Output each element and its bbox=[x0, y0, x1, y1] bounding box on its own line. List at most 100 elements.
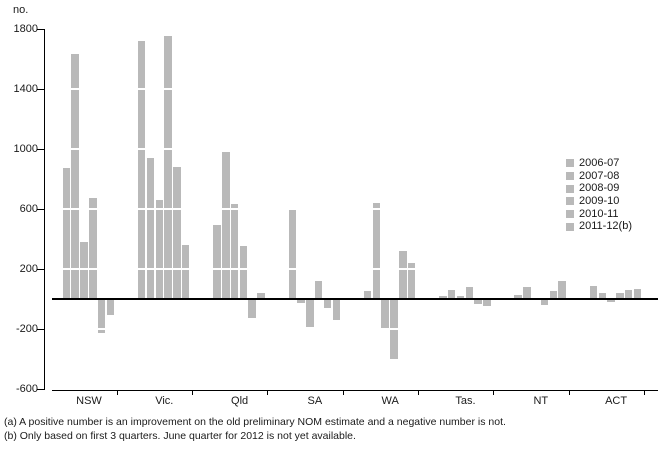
y-axis-tick-label: 1000 bbox=[13, 142, 38, 155]
legend-item: 2009-10 bbox=[566, 195, 632, 208]
bar-Tas-200910 bbox=[465, 286, 474, 299]
footnote-b: (b) Only based on first 3 quarters. June… bbox=[4, 430, 356, 442]
x-axis-line bbox=[52, 390, 658, 391]
x-axis-tick bbox=[417, 391, 419, 395]
x-axis-tick bbox=[568, 391, 570, 395]
bar-ACT-200607 bbox=[589, 285, 598, 299]
bar-SA-200708 bbox=[297, 298, 305, 303]
legend-item: 2011-12(b) bbox=[566, 220, 632, 233]
y-axis-tick-label: 600 bbox=[19, 202, 38, 215]
x-axis-category-label: SA bbox=[307, 395, 323, 407]
bar-NT-200910 bbox=[540, 298, 549, 305]
x-axis-tick bbox=[643, 391, 645, 395]
bar-Tas-200708 bbox=[447, 290, 456, 299]
bar-WA-201112b bbox=[407, 262, 416, 299]
bar-ACT-201011 bbox=[624, 290, 633, 299]
bar-NSW-200910 bbox=[89, 198, 97, 299]
bar-Qld-200809 bbox=[230, 204, 239, 299]
x-axis-category-label: WA bbox=[381, 395, 399, 407]
y-axis-line bbox=[44, 28, 45, 390]
legend-item: 2008-09 bbox=[566, 182, 632, 195]
bar-WA-200708 bbox=[372, 202, 381, 299]
x-axis-tick bbox=[342, 391, 344, 395]
gridline bbox=[52, 207, 658, 210]
legend-item: 2007-08 bbox=[566, 170, 632, 183]
legend-swatch-icon bbox=[566, 197, 574, 206]
bar-Qld-201011 bbox=[248, 298, 256, 318]
bar-WA-200809 bbox=[381, 298, 389, 330]
bar-NSW-200809 bbox=[80, 241, 88, 299]
bar-NT-201011 bbox=[549, 291, 558, 299]
y-axis-tick bbox=[37, 29, 44, 30]
legend-item: 2010-11 bbox=[566, 208, 632, 221]
y-axis-tick bbox=[37, 209, 44, 210]
x-axis-category-label: Qld bbox=[231, 395, 249, 407]
x-axis-tick bbox=[493, 391, 495, 395]
bar-Tas-200809 bbox=[456, 296, 465, 299]
x-axis-category-label: NT bbox=[533, 395, 549, 407]
legend: 2006-07 2007-08 2008-09 2009-10 2010-11 2011-… bbox=[566, 157, 632, 233]
x-axis-tick bbox=[116, 391, 118, 395]
bar-Qld-200910 bbox=[239, 246, 248, 299]
y-axis-tick-label: -200 bbox=[15, 322, 38, 335]
gridline bbox=[52, 87, 658, 90]
y-axis-tick bbox=[37, 269, 44, 270]
legend-swatch-icon bbox=[566, 159, 574, 168]
bar-SA-200607 bbox=[288, 210, 297, 299]
bar-ACT-200910 bbox=[616, 292, 624, 299]
legend-label: 2011-12(b) bbox=[579, 220, 632, 233]
bar-ACT-201112b bbox=[633, 288, 642, 299]
x-axis-category-label: Vic. bbox=[155, 395, 174, 407]
bar-NT-200607 bbox=[514, 294, 522, 299]
bar-NSW-200708 bbox=[71, 54, 79, 299]
gridline bbox=[52, 267, 658, 270]
legend-label: 2009-10 bbox=[579, 194, 620, 207]
bar-SA-200910 bbox=[314, 280, 323, 299]
legend-label: 2008-09 bbox=[579, 182, 620, 195]
gridline bbox=[52, 327, 658, 330]
x-axis-category-label: ACT bbox=[605, 395, 628, 407]
y-axis-tick-label: -600 bbox=[15, 382, 38, 395]
legend-item: 2006-07 bbox=[566, 157, 632, 170]
bar-WA-201011 bbox=[399, 250, 407, 299]
y-axis-unit-label: no. bbox=[13, 4, 29, 16]
x-axis-category-label: Tas. bbox=[455, 395, 476, 407]
gridline bbox=[52, 147, 658, 150]
bar-ACT-200809 bbox=[607, 298, 615, 302]
bar-Vic-200910 bbox=[164, 36, 172, 299]
bar-WA-200607 bbox=[363, 291, 372, 299]
y-axis-tick bbox=[37, 329, 44, 330]
legend-label: 2006-07 bbox=[579, 156, 620, 169]
bar-SA-200809 bbox=[306, 298, 314, 327]
bar-Qld-201112b bbox=[257, 292, 265, 299]
legend-label: 2010-11 bbox=[579, 207, 619, 220]
bar-NSW-200607 bbox=[62, 168, 71, 299]
x-axis-category-label: NSW bbox=[76, 395, 102, 407]
bar-Qld-200607 bbox=[213, 225, 221, 299]
legend-swatch-icon bbox=[566, 210, 574, 219]
x-axis-tick bbox=[267, 391, 269, 395]
legend-swatch-icon bbox=[566, 172, 574, 181]
y-axis-tick bbox=[37, 389, 44, 390]
zero-line bbox=[52, 297, 658, 300]
bar-SA-201011 bbox=[323, 298, 332, 308]
bar-Tas-201112b bbox=[483, 298, 491, 306]
y-axis-tick bbox=[37, 149, 44, 150]
legend-swatch-icon bbox=[566, 184, 574, 193]
bar-Vic-201112b bbox=[181, 244, 190, 299]
x-axis-tick bbox=[192, 391, 193, 395]
legend-swatch-icon bbox=[566, 222, 574, 231]
bar-NT-200708 bbox=[523, 287, 531, 299]
bar-NSW-201011 bbox=[97, 298, 106, 333]
y-axis-tick-label: 200 bbox=[19, 262, 38, 275]
bar-SA-201112b bbox=[332, 298, 341, 320]
legend-label: 2007-08 bbox=[579, 169, 620, 182]
bar-Tas-200607 bbox=[439, 296, 447, 299]
y-axis-tick-label: 1800 bbox=[13, 22, 38, 35]
bar-NT-201112b bbox=[558, 280, 566, 299]
bar-Vic-200809 bbox=[155, 199, 164, 299]
bar-ACT-200708 bbox=[598, 293, 607, 299]
y-axis-tick-label: 1400 bbox=[13, 82, 38, 95]
bar-Vic-200708 bbox=[146, 157, 155, 299]
